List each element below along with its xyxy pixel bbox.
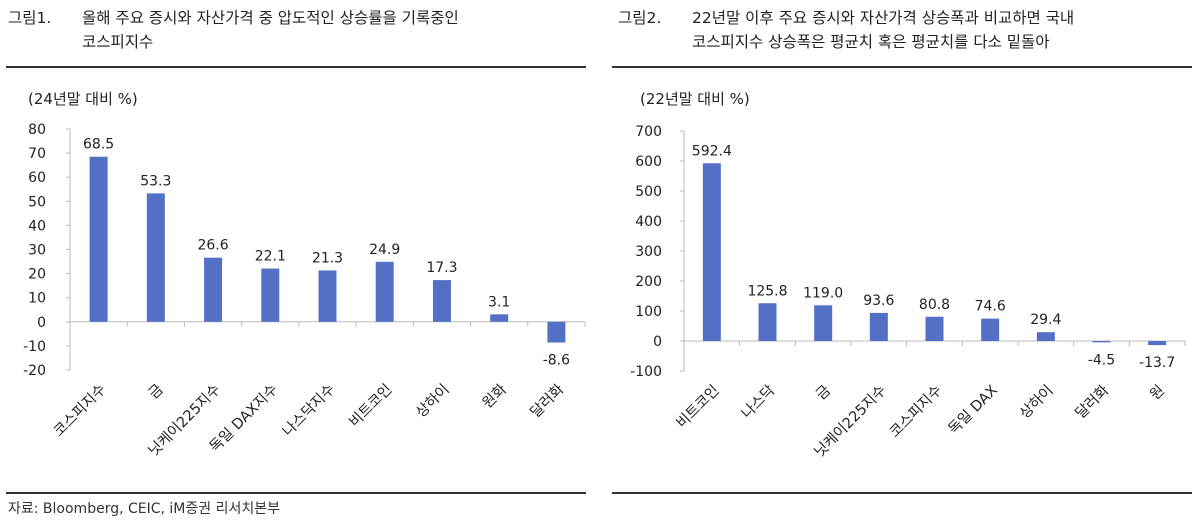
chart1-bar	[318, 270, 337, 322]
figure1-unit: (24년말 대비 %)	[28, 90, 138, 108]
title-divider-right	[612, 66, 1192, 68]
chart1-data-label: 3.1	[488, 294, 510, 310]
chart1-category-label: 코스피지수	[50, 381, 109, 440]
chart2-category-label: 독일 DAX	[945, 382, 1001, 438]
chart1-bar	[89, 156, 108, 322]
figure2-title-line2: 코스피지수 상승폭은 평균치 혹은 평균치를 다소 밑돌아	[692, 33, 1050, 51]
figure2-unit: (22년말 대비 %)	[640, 90, 750, 108]
chart1-category-label: 원화	[479, 381, 510, 412]
chart2-ytick-label: 600	[635, 154, 662, 170]
chart1-bar	[375, 261, 394, 322]
figure1-label: 그림1.	[8, 9, 52, 27]
chart2-data-label: 29.4	[1030, 312, 1061, 328]
figure2-title-line1: 22년말 이후 주요 증시와 자산가격 상승폭과 비교하면 국내	[692, 9, 1075, 27]
chart1-bar	[547, 321, 566, 343]
chart2-data-label: 80.8	[919, 297, 950, 313]
chart2-category-label: 금	[813, 383, 834, 404]
chart2-data-label: -13.7	[1139, 355, 1175, 371]
chart2-bar	[925, 316, 944, 341]
source-note: 자료: Bloomberg, CEIC, iM증권 리서치본부	[8, 501, 280, 517]
chart1-ytick-label: 70	[28, 146, 46, 162]
chart1-bar	[204, 257, 223, 322]
chart2-ytick-label: 400	[635, 214, 662, 230]
chart2-data-label: 119.0	[803, 285, 843, 301]
chart1-ytick-label: 60	[28, 170, 46, 186]
chart2-ytick-label: 300	[635, 244, 662, 260]
chart2-bar	[1148, 341, 1167, 346]
chart1-ytick-label: 20	[28, 267, 46, 283]
chart2-data-label: 93.6	[863, 293, 894, 309]
chart2-ytick-label: 700	[635, 124, 662, 140]
chart1-data-label: 22.1	[255, 249, 286, 265]
chart1-data-label: 53.3	[140, 173, 171, 189]
chart1-ytick-label: 30	[28, 243, 46, 259]
chart1-data-label: 17.3	[426, 260, 457, 276]
chart2-bar	[981, 318, 1000, 341]
chart1-ytick-label: 0	[37, 315, 46, 331]
chart2-bar	[869, 312, 888, 341]
footer-divider-left	[6, 492, 586, 494]
chart2-category-label: 나스닥	[738, 382, 778, 422]
chart1-ytick-label: 80	[28, 122, 46, 138]
chart2-category-label: 비트코인	[673, 382, 723, 432]
chart2-category-label: 달러화	[1072, 382, 1112, 422]
figure1-title: 그림1. 올해 주요 증시와 자산가격 중 압도적인 상승률을 기록중인 코스피지…	[8, 6, 459, 54]
chart1-data-label: -8.6	[543, 353, 570, 369]
chart1-ytick-label: 50	[28, 194, 46, 210]
chart1-ytick-label: 40	[28, 218, 46, 234]
chart2-ytick-label: 0	[653, 334, 662, 350]
chart2-data-label: -4.5	[1088, 352, 1115, 368]
chart1-data-label: 68.5	[83, 137, 114, 153]
chart2-ytick-label: 500	[635, 184, 662, 200]
chart1-data-label: 24.9	[369, 242, 400, 258]
chart2-data-label: 125.8	[747, 283, 787, 299]
chart2-ytick-label: -100	[630, 364, 662, 380]
footer-divider-right	[612, 492, 1192, 494]
chart1-data-label: 26.6	[197, 238, 228, 254]
chart1-data-label: 21.3	[312, 250, 343, 266]
chart1-ytick-label: -20	[23, 363, 46, 379]
chart1-category-label: 금	[146, 382, 167, 403]
chart2-bar	[702, 163, 721, 341]
figure2-label: 그림2.	[618, 9, 662, 27]
chart1-bar	[432, 280, 451, 322]
chart1-bar	[261, 268, 280, 322]
chart1-category-label: 달러화	[527, 381, 567, 421]
chart1-bar	[490, 314, 509, 322]
chart2-data-label: 592.4	[692, 143, 732, 159]
chart2-category-label: 코스피지수	[886, 382, 945, 441]
chart1-category-label: 나스닥지수	[279, 381, 338, 440]
title-divider-left	[6, 66, 586, 68]
chart2-ytick-label: 200	[635, 274, 662, 290]
chart2-bar	[1036, 332, 1055, 341]
figure1-title-line2: 코스피지수	[82, 33, 154, 51]
chart1-ytick-label: 10	[28, 291, 46, 307]
chart1-category-label: 비트코인	[346, 381, 396, 431]
chart2-bar	[1092, 341, 1111, 343]
chart2-category-label: 상하이	[1016, 382, 1056, 422]
chart1-bar	[146, 193, 165, 322]
figure2-title: 그림2. 22년말 이후 주요 증시와 자산가격 상승폭과 비교하면 국내 코스피…	[618, 6, 1074, 54]
chart2-ytick-label: 100	[635, 304, 662, 320]
chart1-ytick-label: -10	[23, 339, 46, 355]
chart2-category-label: 원	[1147, 382, 1168, 403]
chart2-bar	[814, 305, 833, 341]
chart2-bar	[758, 303, 777, 341]
chart2-data-label: 74.6	[975, 299, 1006, 315]
chart1-category-label: 상하이	[412, 381, 452, 421]
figure1-title-line1: 올해 주요 증시와 자산가격 중 압도적인 상승률을 기록중인	[82, 9, 459, 27]
